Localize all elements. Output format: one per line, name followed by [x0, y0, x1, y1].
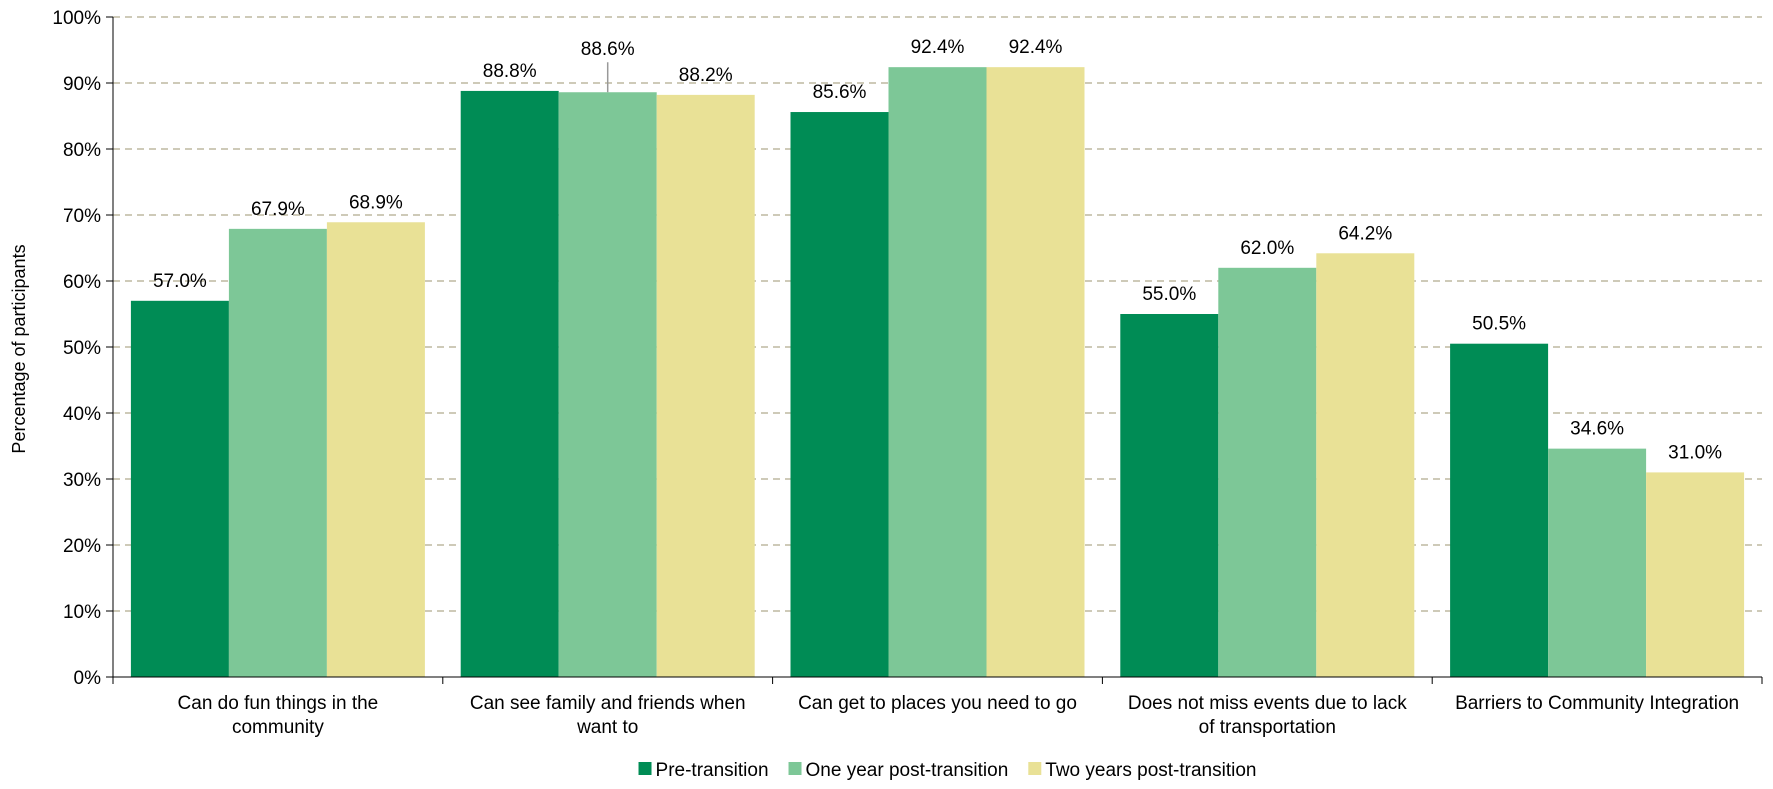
bars [130, 67, 1745, 678]
legend-label: One year post-transition [806, 760, 1009, 781]
bar [558, 92, 657, 678]
y-tick-label: 0% [74, 668, 102, 689]
bar [1646, 472, 1745, 677]
category-label: Can do fun things in the [178, 693, 379, 714]
category-labels: Can do fun things in the community Can see… [178, 693, 1740, 738]
category-label: Can get to places you need to go [798, 693, 1077, 714]
y-tick-label: 70% [63, 206, 101, 227]
data-label: 88.8% [483, 61, 537, 82]
category-label: Barriers to Community Integration [1455, 693, 1739, 714]
y-axis-title: Percentage of participants [9, 244, 29, 453]
data-label: 31.0% [1668, 442, 1722, 463]
bar [790, 112, 889, 678]
bar [228, 228, 327, 678]
category-label: community [232, 717, 324, 738]
bar [656, 94, 755, 677]
data-label: 68.9% [349, 192, 403, 213]
category-label: Does not miss events due to lack [1128, 693, 1407, 714]
bar [888, 67, 987, 677]
y-tick-label: 30% [63, 470, 101, 491]
legend-swatch [1028, 762, 1042, 775]
data-label: 92.4% [1009, 37, 1063, 58]
y-tick-label: 20% [63, 536, 101, 557]
category-label: Can see family and friends when [470, 693, 746, 714]
data-label: 57.0% [153, 271, 207, 292]
legend-label: Pre-transition [656, 760, 769, 781]
axes [106, 16, 1763, 684]
data-label: 67.9% [251, 199, 305, 220]
y-tick-labels: 0% 10% 20% 30% 40% 50% 60% 70% 80% 90% 100% [52, 8, 101, 689]
legend-swatch [638, 762, 652, 775]
data-label: 88.6% [581, 39, 635, 60]
data-label: 92.4% [911, 37, 965, 58]
legend: Pre-transition One year post-transition Tw… [638, 760, 1256, 781]
data-label: 85.6% [813, 82, 867, 103]
data-label: 50.5% [1472, 314, 1526, 335]
y-tick-label: 90% [63, 74, 101, 95]
legend-label: Two years post-transition [1045, 760, 1256, 781]
bar [1218, 267, 1317, 677]
data-label: 64.2% [1338, 223, 1392, 244]
bar [130, 300, 229, 677]
category-label: want to [576, 717, 638, 738]
y-tick-label: 80% [63, 140, 101, 161]
data-labels: 57.0% 67.9% 68.9% 88.8% 88.6% 88.2% 85.6% 92.4%… [153, 37, 1722, 463]
y-tick-label: 60% [63, 272, 101, 293]
bar [1316, 253, 1415, 677]
data-label: 62.0% [1240, 238, 1294, 259]
legend-swatch [788, 762, 802, 775]
y-tick-label: 10% [63, 602, 101, 623]
bar [1120, 314, 1219, 677]
bar [986, 67, 1085, 677]
y-tick-label: 50% [63, 338, 101, 359]
category-label: of transportation [1199, 717, 1336, 738]
data-label: 88.2% [679, 65, 733, 86]
bar [460, 90, 559, 678]
data-label: 55.0% [1142, 284, 1196, 305]
bar [1548, 448, 1647, 677]
y-tick-label: 40% [63, 404, 101, 425]
data-label: 34.6% [1570, 419, 1624, 440]
bar [1450, 343, 1549, 677]
y-tick-label: 100% [52, 8, 101, 29]
bar [326, 222, 425, 677]
